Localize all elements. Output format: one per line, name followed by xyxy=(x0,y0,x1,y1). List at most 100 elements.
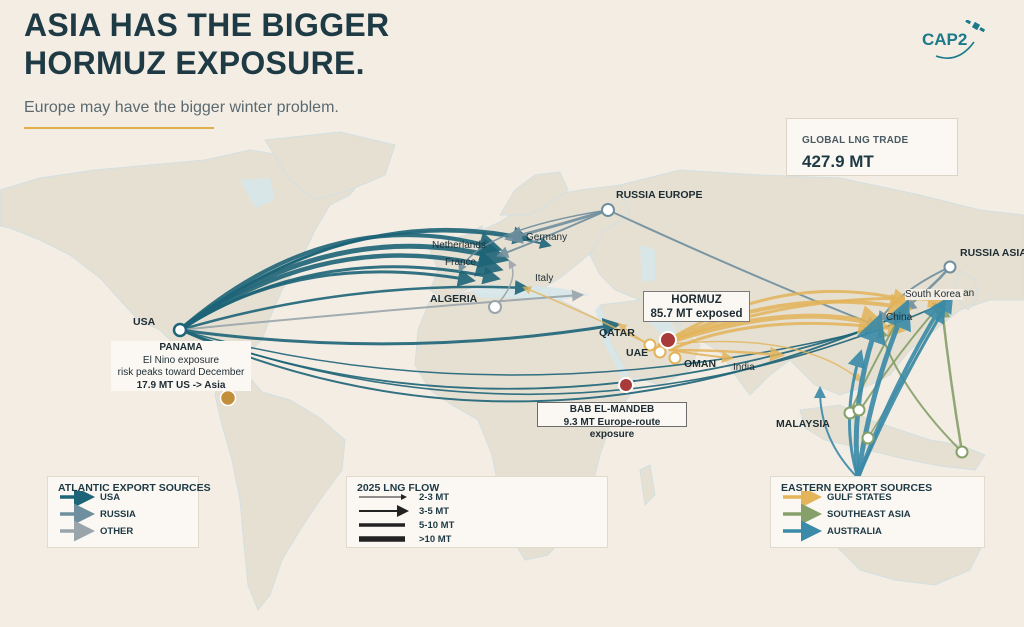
node-russia-asia xyxy=(943,260,957,274)
label-qatar: QATAR xyxy=(599,327,635,339)
flow-usa-asia-3 xyxy=(179,312,904,403)
flow-gulf-4 xyxy=(658,290,946,347)
flow-russia-europe-2 xyxy=(496,209,609,258)
label-oman: OMAN xyxy=(684,358,717,370)
hormuz-callout: HORMUZ 85.7 MT exposed xyxy=(643,291,750,322)
legend-sea: SOUTHEAST ASIA xyxy=(827,509,911,520)
legend-flow-title: 2025 LNG FLOW xyxy=(357,482,440,494)
flow-gulf-7 xyxy=(669,349,734,364)
flow-usa-uk xyxy=(178,269,476,332)
legend-flow-2: 3-5 MT xyxy=(419,506,450,517)
legend-gulf: GULF STATES xyxy=(827,492,892,503)
flow-usa-netherlands-3 xyxy=(177,250,504,333)
node-algeria xyxy=(488,300,502,314)
legend-flow-1: 2-3 MT xyxy=(419,492,450,503)
node-oman xyxy=(668,351,682,365)
label-china: China xyxy=(886,312,913,323)
legend-atlantic-swatches xyxy=(60,491,95,542)
flow-russia-europe-asia xyxy=(607,209,879,328)
flow-gulf-1 xyxy=(658,288,911,347)
hormuz-name: HORMUZ xyxy=(671,294,722,306)
panama-line-1: El Nino exposure xyxy=(142,354,220,366)
title-line-1: ASIA HAS THE BIGGER xyxy=(24,7,390,43)
label-south-korea: South Korea xyxy=(905,289,963,300)
chokepoint-hormuz xyxy=(659,331,677,349)
legend-usa: USA xyxy=(100,492,121,503)
sea-caspian xyxy=(640,245,655,282)
panama-name: PANAMA xyxy=(159,342,203,353)
label-russia-europe: RUSSIA EUROPE xyxy=(616,189,703,201)
land-scandinavia xyxy=(499,171,569,216)
flow-gulf-2 xyxy=(658,293,913,347)
flow-aus-2 xyxy=(855,298,911,481)
flow-usa-netherlands-1 xyxy=(178,232,503,332)
flow-aus-6 xyxy=(856,294,954,480)
page-subtitle: Europe may have the bigger winter proble… xyxy=(24,99,339,116)
legend-atlantic: ATLANTIC EXPORT SOURCES USA RUSSIA OTHER xyxy=(47,476,211,548)
node-usa xyxy=(172,322,188,338)
flow-aus-1 xyxy=(853,312,886,481)
node-qatar xyxy=(643,338,657,352)
satellite-icon xyxy=(935,19,986,59)
node-malaysia-2 xyxy=(852,403,866,417)
label-algeria: ALGERIA xyxy=(430,293,478,305)
land-japan xyxy=(954,269,979,311)
chokepoint-panama xyxy=(219,389,237,407)
node-png xyxy=(955,445,969,459)
label-france: France xyxy=(445,257,477,268)
page-title: ASIA HAS THE BIGGER HORMUZ EXPOSURE. xyxy=(24,6,484,82)
legend-atlantic-title: ATLANTIC EXPORT SOURCES xyxy=(58,482,211,494)
subtitle-rule xyxy=(24,127,214,129)
label-italy: Italy xyxy=(535,273,554,284)
land-madagascar xyxy=(639,464,656,507)
legend-flow-4: >10 MT xyxy=(419,534,452,545)
bab-el-mandeb-name: BAB EL-MANDEB xyxy=(569,404,655,415)
logo-text: CAP2 xyxy=(922,30,968,49)
legend-flow-3: 5-10 MT xyxy=(419,520,455,531)
flow-gulf-8 xyxy=(659,340,863,382)
legend-eastern-swatches xyxy=(783,491,822,542)
chokepoint-bab-el-mandeb xyxy=(618,377,634,393)
land-north-america xyxy=(0,149,371,369)
flow-usa-asia-4 xyxy=(179,303,943,396)
label-netherlands: Netherlands xyxy=(432,240,486,251)
legend-other: OTHER xyxy=(100,526,134,537)
flow-russia-europe-1 xyxy=(504,208,610,244)
bab-el-mandeb-detail: 9.3 MT Europe-route exposure xyxy=(563,416,661,441)
stat-value: 427.9 MT xyxy=(802,152,874,171)
legend-flow: 2025 LNG FLOW 2-3 MT 3-5 MT 5-10 MT >10 … xyxy=(346,476,608,548)
label-uae: UAE xyxy=(626,347,649,359)
hormuz-detail: 85.7 MT exposed xyxy=(650,308,743,320)
node-russia-europe xyxy=(601,203,615,217)
land-greenland xyxy=(264,131,396,201)
brand-logo: CAP2 xyxy=(918,19,990,62)
global-trade-card: GLOBAL LNG TRADE 427.9 MT xyxy=(786,118,958,176)
flow-aus-5 xyxy=(814,386,859,479)
flow-usa-turkey xyxy=(179,289,584,331)
flow-usa-germany-2 xyxy=(179,230,552,331)
flow-russia-spain xyxy=(458,209,609,273)
land-south-america xyxy=(214,367,346,611)
flow-gulf-europe xyxy=(522,286,651,346)
legend-russia: RUSSIA xyxy=(100,509,136,520)
label-russia-asia: RUSSIA ASIA xyxy=(960,247,1024,259)
label-germany: Germany xyxy=(526,232,568,243)
panama-line-3: 17.9 MT US -> Asia xyxy=(136,379,226,391)
panama-callout: PANAMA El Nino exposure risk peaks towar… xyxy=(111,341,251,391)
flow-sea-3 xyxy=(935,303,964,454)
label-india: India xyxy=(733,362,755,373)
bab-el-mandeb-callout: BAB EL-MANDEB 9.3 MT Europe-route exposu… xyxy=(537,402,687,440)
node-indonesia xyxy=(861,431,875,445)
legend-australia: AUSTRALIA xyxy=(827,526,882,537)
sea-hudson xyxy=(240,178,275,208)
node-uae xyxy=(653,345,667,359)
legend-flow-swatches xyxy=(359,494,409,542)
label-usa: USA xyxy=(133,316,156,328)
flow-usa-india xyxy=(178,318,621,346)
legend-eastern: EASTERN EXPORT SOURCES GULF STATES SOUTH… xyxy=(770,476,985,548)
label-malaysia: MALAYSIA xyxy=(776,418,830,430)
flow-usa-italy xyxy=(178,280,530,332)
title-line-2: HORMUZ EXPOSURE. xyxy=(24,45,365,81)
stat-label: GLOBAL LNG TRADE xyxy=(802,135,909,146)
